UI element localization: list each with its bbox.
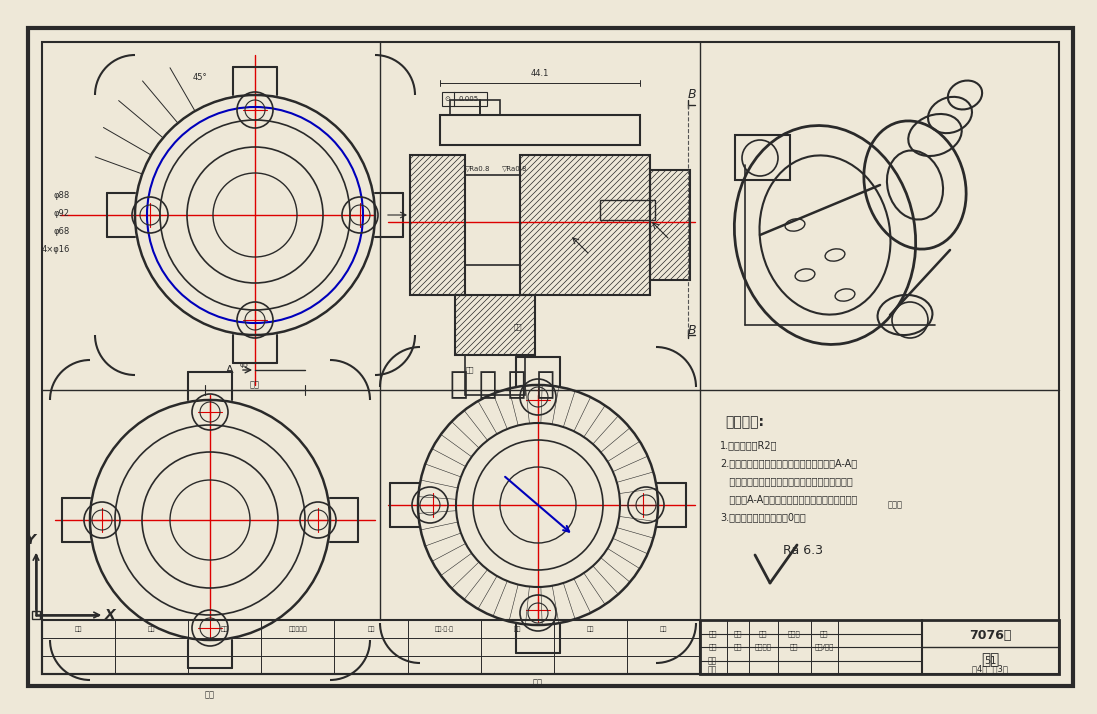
Text: φ88: φ88: [54, 191, 70, 199]
Bar: [480, 100, 500, 115]
Text: 1.未注倒角为R2；: 1.未注倒角为R2；: [720, 440, 778, 450]
Text: 处名·月·日: 处名·月·日: [434, 626, 454, 632]
Text: 描图: 描图: [734, 630, 742, 637]
Bar: [440, 115, 640, 145]
Text: A: A: [226, 365, 234, 375]
Text: 螺纹: 螺纹: [513, 323, 522, 331]
Text: 轴板: 轴板: [981, 652, 999, 667]
Text: 共4张  第3张: 共4张 第3张: [972, 664, 1008, 673]
Text: 2.装零件加工两个，其中一个加工后须閘圆A-A中: 2.装零件加工两个，其中一个加工后须閘圆A-A中: [720, 458, 857, 468]
Text: B: B: [688, 89, 697, 101]
Text: 剖视图: 剖视图: [887, 501, 903, 510]
Text: 更改文件号: 更改文件号: [289, 626, 307, 632]
Bar: [465, 175, 520, 265]
Text: 7076组: 7076组: [969, 628, 1011, 642]
Text: 处数: 处数: [587, 626, 595, 632]
Text: X: X: [104, 608, 115, 622]
Text: 图 文 设 计: 图 文 设 计: [450, 371, 554, 400]
Text: 剖视: 剖视: [205, 690, 215, 700]
Text: Ra 6.3: Ra 6.3: [783, 543, 823, 556]
Text: 44.1: 44.1: [531, 69, 550, 78]
Text: B: B: [688, 323, 697, 336]
Text: 剖视: 剖视: [533, 678, 543, 688]
Text: 4×φ16: 4×φ16: [42, 244, 70, 253]
Bar: [442, 92, 487, 106]
Bar: [735, 135, 790, 180]
Text: 批改: 批改: [790, 644, 799, 650]
Text: 批准: 批准: [821, 630, 828, 637]
Text: ▽Ra0.8: ▽Ra0.8: [502, 165, 528, 171]
Text: 分区: 分区: [659, 626, 667, 632]
Text: 45°: 45°: [193, 73, 207, 82]
Text: Y: Y: [25, 533, 35, 547]
Bar: [32, 611, 39, 619]
Bar: [455, 295, 535, 355]
Text: 0.005: 0.005: [459, 96, 479, 102]
Text: 螺纹: 螺纹: [466, 367, 474, 373]
Text: 分区: 分区: [220, 626, 228, 632]
Bar: [651, 170, 690, 280]
Text: 吊耳: 吊耳: [250, 381, 260, 390]
Text: 图号: 图号: [708, 656, 717, 665]
Text: 出图: 出图: [734, 644, 742, 650]
Bar: [520, 155, 651, 295]
Bar: [700, 620, 1059, 674]
Text: 51: 51: [984, 655, 996, 665]
Text: ⊙: ⊙: [444, 96, 450, 102]
Text: 修改日期: 修改日期: [755, 644, 772, 650]
Bar: [465, 355, 525, 395]
Text: φ92: φ92: [54, 208, 70, 218]
Bar: [410, 155, 465, 295]
Text: 设计: 设计: [709, 630, 717, 637]
Text: φ68: φ68: [54, 226, 70, 236]
Bar: [42, 42, 1059, 674]
Text: φ5: φ5: [240, 362, 249, 368]
Text: 工厂: 工厂: [708, 665, 717, 674]
Bar: [42, 620, 700, 674]
Text: 处数: 处数: [148, 626, 156, 632]
Text: 签名: 签名: [367, 626, 375, 632]
Bar: [600, 200, 655, 220]
Text: 轴端处左侧为正位，右侧为反位。另一个加工件: 轴端处左侧为正位，右侧为反位。另一个加工件: [720, 476, 852, 486]
Text: 标准化: 标准化: [788, 630, 801, 637]
Text: 部閘圆A-A中须轴处左侧为反位，右侧为正位。: 部閘圆A-A中须轴处左侧为反位，右侧为正位。: [720, 494, 857, 504]
Text: 审正: 审正: [759, 630, 768, 637]
Text: ▽Ra0.8: ▽Ra0.8: [465, 165, 490, 171]
Text: 处理/批准: 处理/批准: [815, 644, 834, 650]
Text: 日期: 日期: [709, 644, 717, 650]
Text: 技术要求:: 技术要求:: [725, 415, 764, 429]
Text: 3.和滑圆配合销情孔一端0个。: 3.和滑圆配合销情孔一端0个。: [720, 512, 806, 522]
Bar: [450, 100, 480, 115]
Text: 标记: 标记: [75, 626, 82, 632]
Text: 标记: 标记: [513, 626, 521, 632]
